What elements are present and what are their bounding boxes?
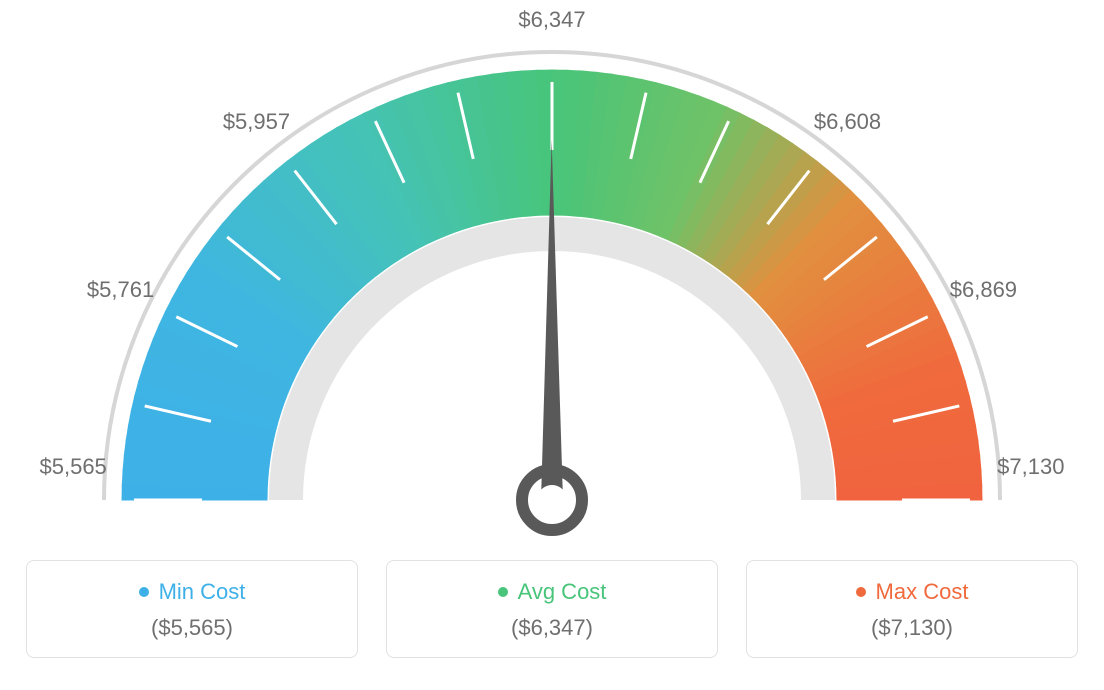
gauge-label: $5,565: [40, 454, 107, 480]
gauge-hub-inner: [537, 485, 567, 515]
gauge-label: $5,957: [223, 109, 290, 135]
card-max-value: ($7,130): [757, 615, 1067, 641]
dot-icon: [498, 587, 508, 597]
card-avg-cost: Avg Cost ($6,347): [386, 560, 718, 658]
gauge-label: $7,130: [997, 454, 1064, 480]
card-avg-title-row: Avg Cost: [498, 579, 607, 605]
card-avg-value: ($6,347): [397, 615, 707, 641]
gauge-label: $5,761: [87, 277, 154, 303]
card-max-title-row: Max Cost: [856, 579, 969, 605]
summary-cards: Min Cost ($5,565) Avg Cost ($6,347) Max …: [0, 560, 1104, 678]
gauge-label: $6,869: [950, 277, 1017, 303]
card-min-cost: Min Cost ($5,565): [26, 560, 358, 658]
gauge-chart: $5,565 $5,761 $5,957 $6,347 $6,608 $6,869 $7,1…: [0, 0, 1104, 560]
dot-icon: [856, 587, 866, 597]
card-min-value: ($5,565): [37, 615, 347, 641]
card-max-title: Max Cost: [876, 579, 969, 605]
dot-icon: [139, 587, 149, 597]
card-avg-title: Avg Cost: [518, 579, 607, 605]
gauge-label: $6,608: [814, 109, 881, 135]
gauge-svg: [0, 0, 1104, 560]
card-max-cost: Max Cost ($7,130): [746, 560, 1078, 658]
card-min-title: Min Cost: [159, 579, 246, 605]
card-min-title-row: Min Cost: [139, 579, 246, 605]
gauge-label: $6,347: [518, 7, 585, 33]
